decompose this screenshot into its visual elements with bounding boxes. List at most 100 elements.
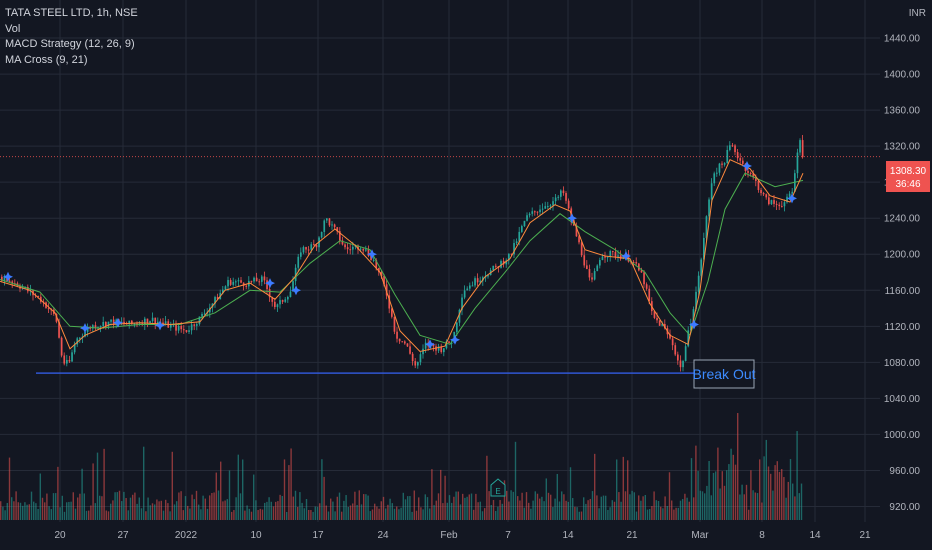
candle-body	[411, 353, 414, 362]
candle-body	[604, 256, 606, 258]
volume-bar	[473, 509, 475, 520]
volume-bar	[690, 458, 693, 520]
volume-bar	[209, 495, 211, 520]
x-tick-label: 7	[505, 530, 511, 541]
candle-body	[770, 200, 773, 205]
candle-body	[632, 261, 635, 263]
volume-bar	[178, 492, 180, 520]
volume-bar	[176, 501, 178, 520]
candle-body	[344, 244, 346, 248]
volume-bar	[517, 496, 519, 520]
y-tick-label: 1240.00	[884, 214, 921, 225]
candle-body	[502, 260, 505, 265]
candle-body	[105, 322, 107, 327]
candle-body	[3, 277, 6, 281]
candle-body	[469, 285, 471, 289]
breakout-annotation[interactable]: Break Out	[692, 359, 756, 389]
volume-bar	[323, 476, 325, 520]
legend-macd[interactable]: MACD Strategy (12, 26, 9)	[5, 38, 135, 50]
candle-body	[281, 300, 284, 302]
candle-body	[157, 321, 159, 324]
volume-bar	[792, 483, 794, 520]
volume-bar	[52, 493, 55, 520]
candle-body	[388, 295, 391, 309]
volume-bar	[297, 506, 299, 520]
legend-ma[interactable]: MA Cross (9, 21)	[5, 53, 88, 66]
volume-bar	[13, 501, 15, 520]
candle-body	[534, 211, 536, 213]
candle-body	[393, 316, 396, 332]
volume-bar	[349, 505, 352, 520]
volume-bar	[169, 511, 171, 520]
candle-body	[58, 321, 60, 338]
candle-body	[86, 327, 89, 332]
candle-body	[505, 260, 508, 265]
candle-body	[617, 255, 619, 257]
volume-bar	[299, 492, 301, 520]
earnings-marker[interactable]: E	[490, 478, 506, 497]
volume-bar	[341, 511, 343, 520]
volume-bar	[510, 490, 512, 520]
volume-bar	[448, 495, 451, 520]
candle-body	[406, 343, 409, 347]
volume-bar	[437, 493, 440, 520]
candle-body	[274, 301, 276, 308]
candle-body	[479, 280, 482, 283]
volume-bar	[398, 509, 400, 520]
volume-bar	[46, 493, 48, 520]
candle-body	[383, 276, 385, 285]
volume-bar	[217, 490, 220, 520]
candle-body	[721, 163, 723, 165]
volume-bar	[129, 497, 132, 520]
candle-body	[658, 320, 661, 326]
legend-vol[interactable]: Vol	[5, 22, 21, 35]
volume-bar	[563, 494, 565, 520]
candle-body	[560, 190, 562, 197]
volume-bar	[481, 511, 484, 520]
volume-bar	[180, 491, 182, 520]
candle-body	[695, 291, 697, 310]
candle-body	[305, 247, 307, 250]
y-tick-label: 1320.00	[884, 142, 921, 153]
volume-bar	[451, 502, 453, 520]
volume-bar	[15, 491, 17, 520]
earnings-icon	[490, 478, 506, 497]
signal-marker	[425, 339, 435, 350]
time-axis[interactable]: 20 27 2022 10 17 24 Feb 7 14 21 Mar 8 14 21	[54, 530, 871, 541]
volume-bar	[118, 490, 121, 520]
volume-bar	[486, 455, 488, 520]
volume-bar	[677, 507, 679, 520]
volume-bar	[585, 503, 587, 520]
volume-bar	[497, 506, 499, 520]
candle-body	[300, 252, 302, 257]
signal-markers	[3, 161, 797, 350]
volume-bar	[244, 510, 246, 520]
signal-marker	[450, 334, 460, 345]
legend-symbol[interactable]: TATA STEEL LTD, 1h, NSE	[5, 7, 138, 19]
volume-bar	[228, 470, 231, 520]
candle-body	[346, 247, 349, 250]
candle-body	[250, 280, 253, 282]
volume-bar	[492, 500, 495, 520]
volume-bar	[272, 506, 275, 520]
volume-bar	[660, 506, 662, 520]
candle-body	[580, 242, 583, 256]
candle-body	[614, 252, 617, 257]
candle-body	[775, 203, 778, 205]
volume-bar	[787, 481, 789, 520]
candle-body	[801, 140, 804, 158]
volume-bar	[418, 497, 420, 520]
volume-bar	[541, 496, 543, 520]
candle-body	[352, 246, 354, 250]
earnings-letter: E	[495, 487, 500, 496]
y-tick-label: 920.00	[889, 502, 920, 513]
signal-marker	[742, 161, 752, 171]
volume-bar	[477, 502, 479, 520]
volume-bar	[233, 510, 235, 520]
volume-bar	[554, 498, 556, 520]
volume-bar	[547, 492, 550, 520]
volume-bar	[796, 431, 798, 520]
candle-body	[414, 361, 417, 366]
